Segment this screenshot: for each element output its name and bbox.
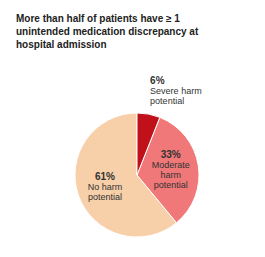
html-text:hospital admission: hospital admission xyxy=(16,39,107,50)
html-text:unintended medication discrepa: unintended medication discrepancy at xyxy=(16,26,199,37)
svg-text:33%Moderateharmpotential: 33%Moderateharmpotential xyxy=(152,149,190,190)
svg-text:61%No harmpotential: 61%No harmpotential xyxy=(88,171,123,202)
html-text:More than half of patients hav: More than half of patients have ≥ 1 xyxy=(16,13,180,24)
svg-text:6%Severe harmpotential: 6%Severe harmpotential xyxy=(150,75,202,106)
